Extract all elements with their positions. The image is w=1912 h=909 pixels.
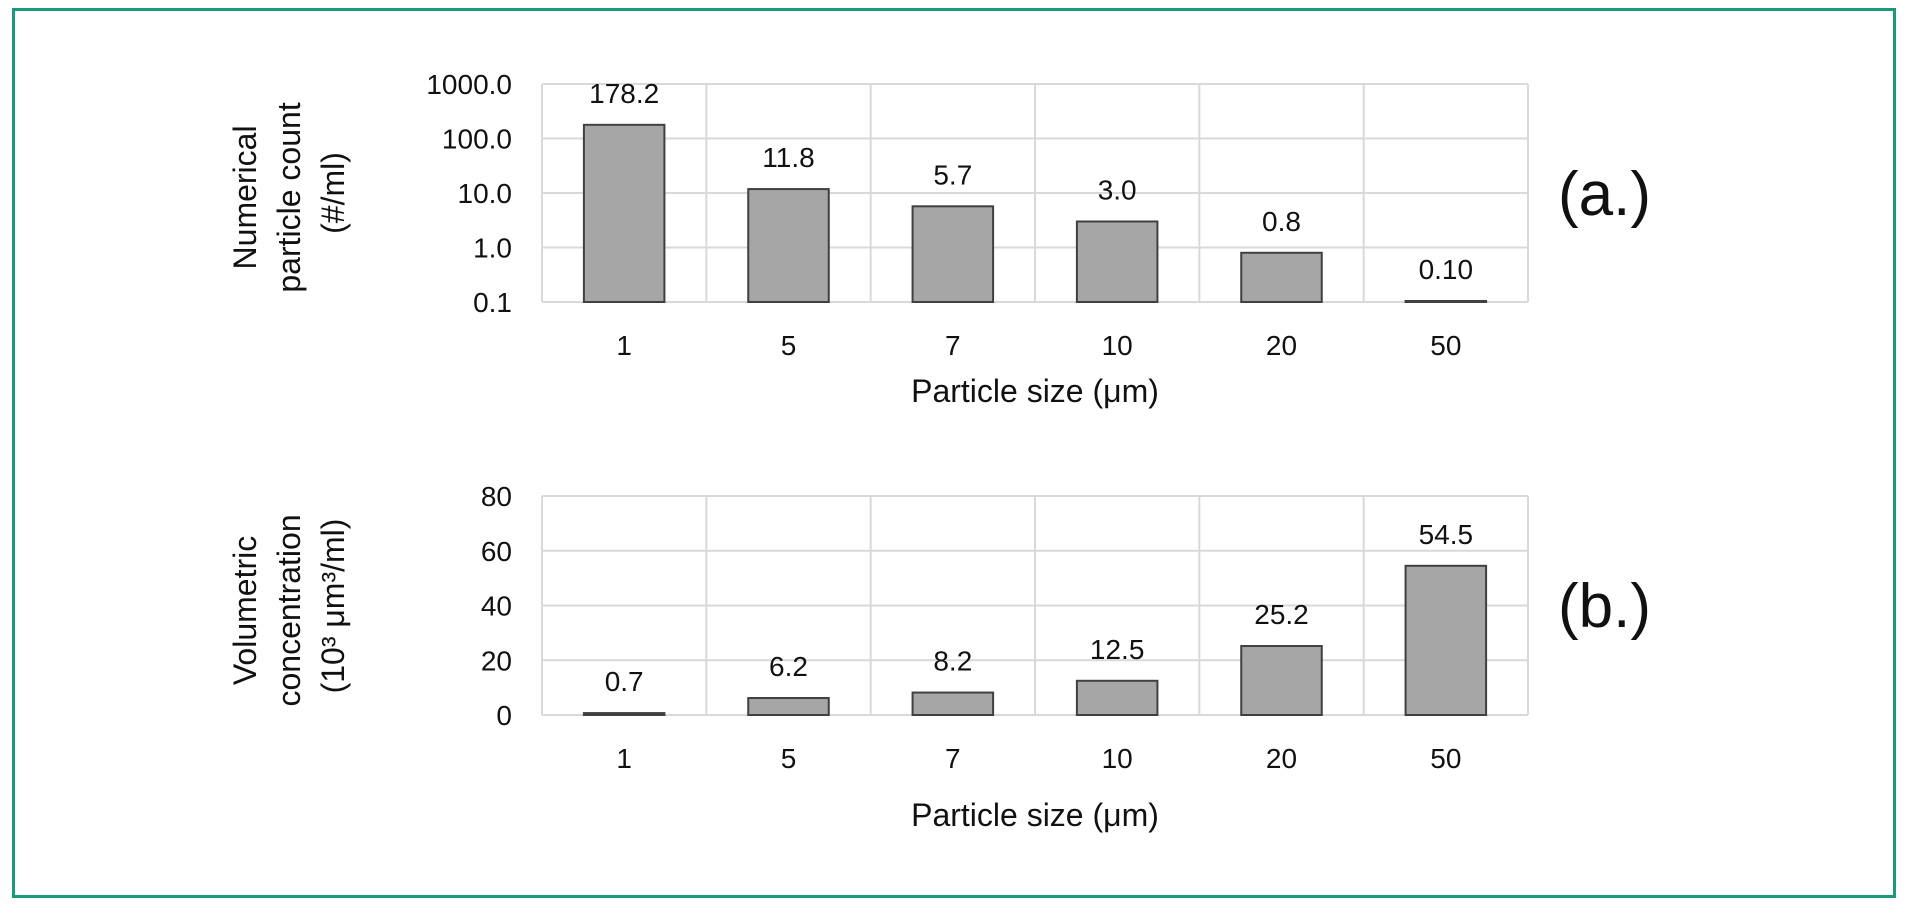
chart-a-y-label-line-1: Numerical xyxy=(227,125,263,269)
chart-a-data-labels: 178.2 11.8 5.7 3.0 0.8 0.10 xyxy=(589,78,1473,285)
chart-a-bars xyxy=(582,123,1488,304)
chart-b-y-axis-label: Volumetric concentration (10³ μm³/ml) xyxy=(227,505,351,706)
chart-b-bar-10 xyxy=(1075,679,1159,716)
chart-a-x-tick-label: 50 xyxy=(1430,330,1461,361)
chart-a-panel-label: (a.) xyxy=(1558,160,1651,229)
chart-a-x-ticks: 1 5 7 10 20 50 xyxy=(616,330,1461,361)
chart-a-y-label-line-3: (#/ml) xyxy=(315,152,351,234)
chart-a-data-label: 5.7 xyxy=(933,159,972,190)
chart-a-x-tick-label: 20 xyxy=(1266,330,1297,361)
chart-b-x-tick-label: 50 xyxy=(1430,743,1461,774)
chart-b-bars xyxy=(582,564,1488,717)
chart-a-bar-5 xyxy=(747,188,830,303)
chart-b-y-tick-label: 40 xyxy=(481,591,512,622)
chart-b-y-tick-label: 0 xyxy=(496,700,512,731)
chart-a-x-tick-label: 10 xyxy=(1102,330,1133,361)
chart-b-y-tick-label: 20 xyxy=(481,645,512,676)
chart-a-x-tick-label: 5 xyxy=(781,330,797,361)
chart-b-y-tick-label: 80 xyxy=(481,481,512,512)
chart-b-x-tick-label: 7 xyxy=(945,743,961,774)
chart-b-bar-7 xyxy=(911,691,995,716)
chart-a-data-label: 178.2 xyxy=(589,78,659,109)
chart-a-bar-50 xyxy=(1404,300,1488,303)
chart-a-y-tick-label: 10.0 xyxy=(458,178,513,209)
chart-b: 0 20 40 60 80 1 5 7 10 20 50 0.7 6.2 8.2 12.5 25.2 54.… xyxy=(227,481,1651,833)
chart-a-bar-10 xyxy=(1075,220,1159,303)
chart-a-x-tick-label: 7 xyxy=(945,330,961,361)
chart-b-x-tick-label: 20 xyxy=(1266,743,1297,774)
chart-a-y-ticks: 0.1 1.0 10.0 100.0 1000.0 xyxy=(426,69,512,318)
chart-a-x-tick-label: 1 xyxy=(616,330,632,361)
chart-b-y-label-line-1: Volumetric xyxy=(227,536,263,685)
chart-b-panel-label: (b.) xyxy=(1558,572,1651,641)
chart-b-y-label-line-2: concentration xyxy=(271,514,307,706)
chart-a-y-tick-label: 1000.0 xyxy=(426,69,512,100)
chart-b-y-ticks: 0 20 40 60 80 xyxy=(481,481,512,731)
chart-b-x-tick-label: 1 xyxy=(616,743,632,774)
chart-a-data-label: 3.0 xyxy=(1098,174,1137,205)
chart-b-data-label: 12.5 xyxy=(1090,634,1145,665)
chart-b-data-label: 54.5 xyxy=(1419,519,1474,550)
chart-b-bar-50 xyxy=(1404,564,1488,717)
chart-a-grid xyxy=(541,83,1529,303)
chart-a-bar-7 xyxy=(911,205,995,304)
chart-b-x-ticks: 1 5 7 10 20 50 xyxy=(616,743,1461,774)
chart-b-y-label-line-3: (10³ μm³/ml) xyxy=(315,519,351,694)
chart-a-y-tick-label: 1.0 xyxy=(473,233,512,264)
chart-a-bar-20 xyxy=(1240,251,1323,304)
chart-b-data-label: 6.2 xyxy=(769,651,808,682)
chart-a-y-tick-label: 0.1 xyxy=(473,287,512,318)
chart-b-x-tick-label: 10 xyxy=(1102,743,1133,774)
figure-frame xyxy=(12,8,1896,898)
chart-b-grid xyxy=(541,495,1529,716)
chart-b-data-label: 0.7 xyxy=(605,666,644,697)
chart-b-data-label: 25.2 xyxy=(1254,599,1309,630)
chart-a-data-label: 11.8 xyxy=(762,142,814,173)
chart-a-data-label: 0.8 xyxy=(1262,206,1301,237)
chart-b-y-tick-label: 60 xyxy=(481,536,512,567)
chart-b-bar-20 xyxy=(1240,645,1323,717)
chart-b-bar-5 xyxy=(747,697,830,717)
chart-a-y-axis-label: Numerical particle count (#/ml) xyxy=(227,93,351,292)
chart-a: 0.1 1.0 10.0 100.0 1000.0 1 5 7 10 20 50 178.2 11.… xyxy=(227,69,1651,409)
chart-b-x-axis-label: Particle size (μm) xyxy=(911,797,1159,833)
chart-a-y-label-line-2: particle count xyxy=(271,102,307,292)
chart-a-data-label: 0.10 xyxy=(1419,254,1474,285)
chart-b-data-label: 8.2 xyxy=(933,646,972,677)
chart-b-data-labels: 0.7 6.2 8.2 12.5 25.2 54.5 xyxy=(605,519,1473,697)
chart-a-bar-1 xyxy=(582,123,666,303)
chart-a-x-axis-label: Particle size (μm) xyxy=(911,373,1159,409)
chart-b-bar-1 xyxy=(582,712,666,716)
chart-b-x-tick-label: 5 xyxy=(781,743,797,774)
chart-a-y-tick-label: 100.0 xyxy=(442,124,512,155)
